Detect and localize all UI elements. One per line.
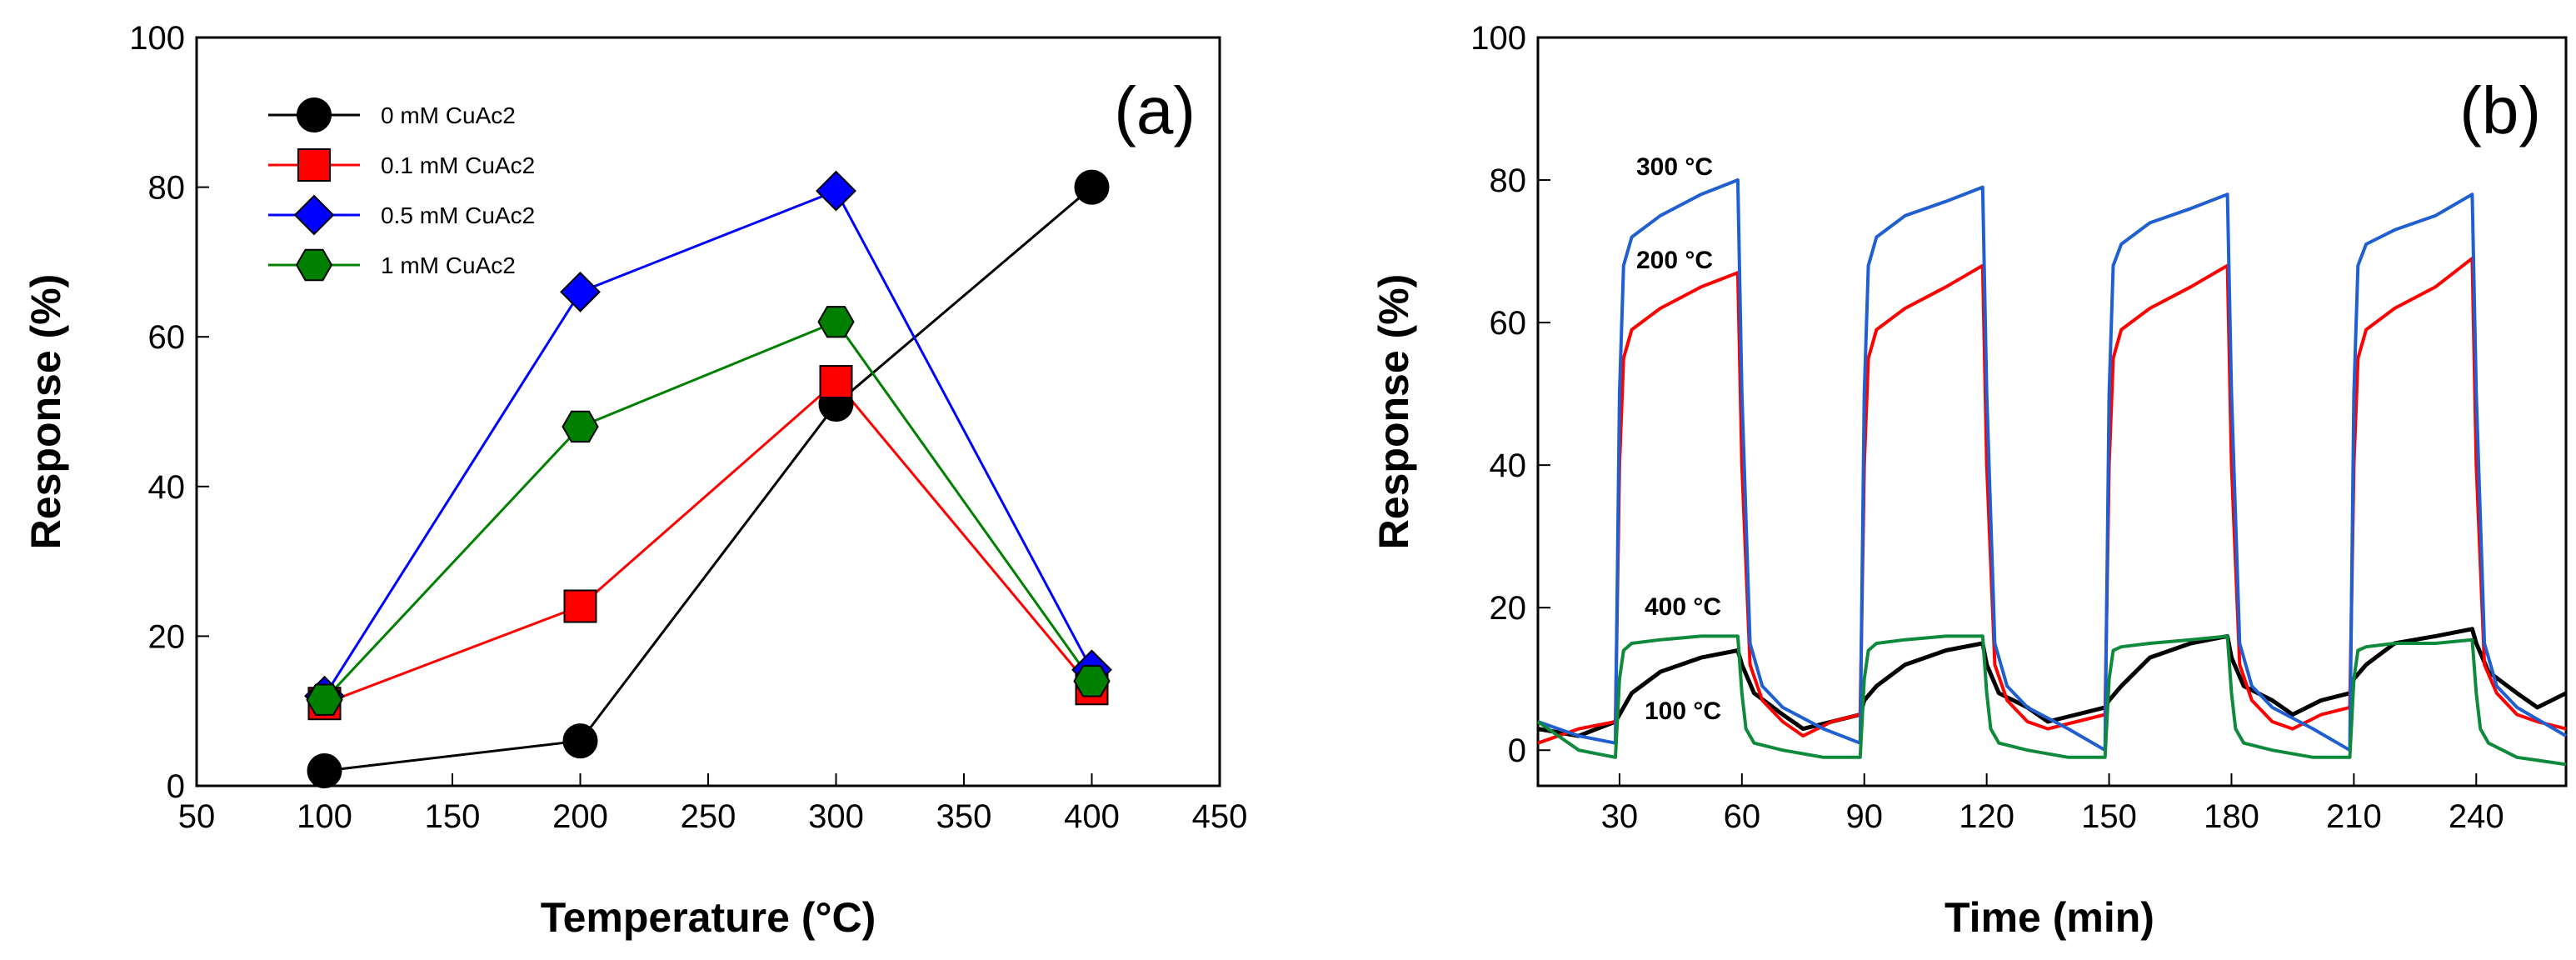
data-point-0-mm-cuac2-100 [307, 753, 342, 789]
panel-a-x-tick-label: 50 [178, 798, 216, 835]
panel-b-x-tick-label: 180 [2204, 798, 2259, 835]
panel-a-x-tick-label: 400 [1064, 798, 1120, 835]
panel-a-y-tick-label: 60 [148, 319, 186, 356]
panel-b-x-tick-label: 240 [2449, 798, 2504, 835]
panel-b-x-tick-label: 150 [2081, 798, 2137, 835]
panel-a-y-tick-label: 0 [167, 768, 185, 805]
legend-marker-0-5-mm-cuac2 [293, 194, 335, 236]
panel-b-x-tick-label: 90 [1845, 798, 1883, 835]
panel-b-y-tick-label: 100 [1470, 20, 1526, 57]
data-point-0-1-mm-cuac2-300 [819, 365, 853, 399]
data-point-0-5-mm-cuac2-200 [560, 271, 601, 312]
panel-b-x-tick-label: 30 [1601, 798, 1639, 835]
panel-a-y-tick-label: 100 [129, 20, 185, 57]
panel-a-x-tick-label: 300 [808, 798, 864, 835]
legend-marker-1-mm-cuac2 [295, 248, 333, 282]
panel-b-y-tick-label: 0 [1508, 732, 1526, 769]
panel-b-y-tick-label: 40 [1490, 448, 1527, 484]
data-point-0-mm-cuac2-200 [562, 723, 598, 759]
annotation-200c: 200 °C [1636, 247, 1713, 274]
annotation-100c: 100 °C [1645, 698, 1721, 725]
panel-a-x-tick-label: 350 [936, 798, 992, 835]
panel-b-x-tick-label: 210 [2326, 798, 2382, 835]
annotation-300c: 300 °C [1636, 153, 1713, 181]
series-line-300-c [1537, 178, 2568, 752]
series-line-0-5-mm-cuac2 [323, 189, 1093, 698]
data-point-1-mm-cuac2-200 [562, 410, 599, 443]
legend-label-0-mm-cuac2: 0 mM CuAc2 [381, 102, 516, 128]
panel-a-x-tick-label: 250 [681, 798, 736, 835]
panel-b-y-tick-label: 80 [1490, 162, 1527, 199]
legend-label-0-1-mm-cuac2: 0.1 mM CuAc2 [381, 152, 535, 178]
panel-a-x-axis-label: Temperature (°C) [541, 894, 876, 941]
legend-marker-0-mm-cuac2 [297, 98, 332, 132]
annotation-400c: 400 °C [1645, 593, 1721, 621]
panel-a-x-tick-label: 150 [425, 798, 481, 835]
panel-a-y-tick-label: 40 [148, 469, 186, 506]
panel-b-label: (b) [2459, 73, 2541, 148]
panel-b-y-tick-label: 60 [1490, 305, 1527, 342]
series-line-400-c [1536, 634, 2567, 767]
series-line-0-1-mm-cuac2 [323, 379, 1093, 705]
panel-b-x-tick-label: 120 [1959, 798, 2014, 835]
panel-b-plot-frame [1536, 36, 2568, 788]
panel-b-y-axis-label: Response (%) [1370, 274, 1417, 550]
legend-label-0-5-mm-cuac2: 0.5 mM CuAc2 [381, 202, 535, 228]
panel-b-response-vs-time: 30 60 90 120 150 180 210 240 0 20 40 60 80 100 (b) 30… [1370, 20, 2568, 941]
series-line-1-mm-cuac2 [323, 320, 1093, 701]
legend-label-1-mm-cuac2: 1 mM CuAc2 [381, 252, 516, 278]
panel-a-y-axis-label: Response (%) [22, 274, 69, 550]
panel-a-y-tick-label: 80 [148, 170, 186, 207]
panel-a-response-vs-temperature: 50 100 150 200 250 300 350 400 450 0 20 40 60 80 100 (… [22, 20, 1247, 941]
panel-b-x-axis-label: Time (min) [1944, 894, 2154, 941]
data-point-1-mm-cuac2-300 [817, 306, 855, 338]
data-point-0-5-mm-cuac2-300 [816, 170, 856, 212]
data-point-0-mm-cuac2-400 [1074, 169, 1110, 205]
panel-a-label: (a) [1114, 73, 1196, 148]
legend-marker-0-1-mm-cuac2 [297, 148, 331, 182]
panel-a-legend: 0 mM CuAc2 0.1 mM CuAc2 0.5 mM CuAc2 1 mM C… [268, 98, 535, 282]
panel-b-x-tick-label: 60 [1724, 798, 1761, 835]
series-line-0-mm-cuac2 [324, 186, 1093, 772]
panel-b-y-tick-label: 20 [1490, 590, 1527, 627]
panel-a-x-tick-label: 100 [297, 798, 352, 835]
series-line-200-c [1537, 257, 2567, 745]
data-point-0-1-mm-cuac2-200 [563, 589, 597, 623]
data-point-1-mm-cuac2-100 [306, 683, 343, 716]
panel-a-x-tick-label: 200 [552, 798, 608, 835]
data-point-1-mm-cuac2-400 [1073, 665, 1111, 698]
panel-a-x-tick-label: 450 [1192, 798, 1248, 835]
panel-a-y-tick-label: 20 [148, 618, 186, 655]
